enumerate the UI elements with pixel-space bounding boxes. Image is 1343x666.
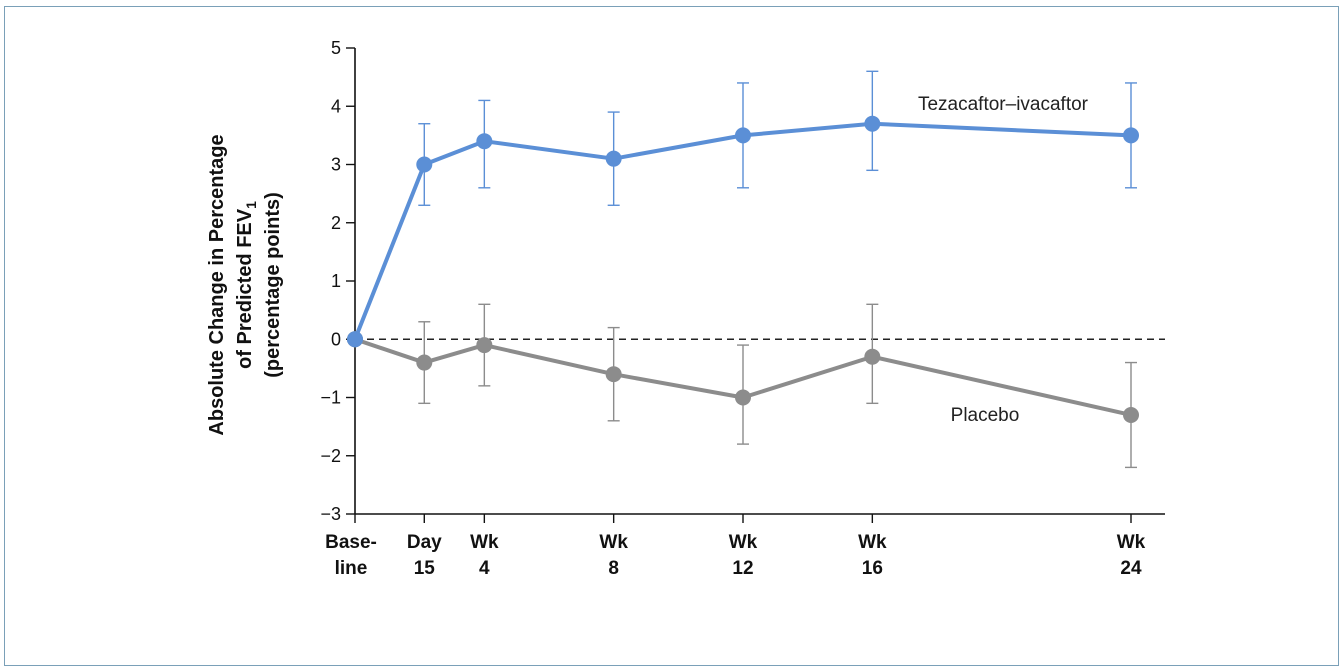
- y-axis-title-line: Absolute Change in Percentage: [206, 134, 228, 435]
- series-label: Placebo: [951, 405, 1020, 426]
- series-group: Tezacaftor–ivacaftor Placebo: [347, 70, 1139, 469]
- data-point: [476, 337, 493, 354]
- x-tick-label: Wk: [858, 532, 887, 553]
- x-tick-label: Wk: [729, 532, 758, 553]
- data-point: [605, 150, 622, 167]
- data-point: [476, 133, 493, 150]
- y-axis-title-line: of Predicted FEV1: [234, 201, 259, 369]
- y-tick-label: 3: [331, 155, 341, 175]
- y-tick-label: 1: [331, 271, 341, 291]
- chart: Absolute Change in Percentage of Predicte…: [206, 38, 1165, 579]
- y-tick-label: −2: [320, 446, 341, 466]
- data-point: [416, 354, 433, 371]
- y-tick-label: 0: [331, 329, 341, 349]
- x-tick-label: Wk: [599, 532, 628, 553]
- x-tick-label: 4: [479, 558, 490, 579]
- x-tick-label: 12: [732, 558, 753, 579]
- x-tick-label: 15: [414, 558, 436, 579]
- x-tick-label: Day: [407, 532, 442, 553]
- x-ticks: Base-line Day 15 Wk 4 Wk 8 Wk 12 Wk 16 Wk 24: [325, 514, 1146, 579]
- x-tick-label: Base-: [325, 532, 377, 553]
- y-axis-title-line: (percentage points): [262, 192, 284, 378]
- data-point: [735, 127, 751, 144]
- y-axis-title: Absolute Change in Percentage of Predicte…: [206, 134, 284, 435]
- baseline-point: [347, 331, 363, 348]
- axes: [354, 48, 1165, 515]
- y-tick-label: −3: [320, 504, 341, 524]
- series-0: Tezacaftor–ivacaftor: [347, 70, 1139, 348]
- data-point: [416, 156, 433, 173]
- x-tick-label: Wk: [470, 532, 499, 553]
- fev-subscript: 1: [243, 201, 259, 209]
- x-tick-label: 8: [608, 558, 619, 579]
- y-tick-label: 2: [331, 213, 341, 233]
- x-tick-label: Wk: [1117, 532, 1146, 553]
- data-point: [735, 389, 751, 406]
- data-point: [864, 348, 881, 365]
- y-tick-label: 4: [331, 96, 341, 116]
- x-tick-label: 24: [1120, 558, 1142, 579]
- y-tick-label: −1: [320, 388, 341, 408]
- x-tick-label: 16: [862, 558, 883, 579]
- series-label: Tezacaftor–ivacaftor: [918, 94, 1089, 115]
- data-point: [1123, 127, 1139, 144]
- x-tick-label: line: [335, 558, 368, 579]
- y-ticks: 5 4 3 2 1 0 −1 −2 −3: [320, 38, 355, 524]
- y-tick-label: 5: [331, 38, 341, 58]
- data-point: [605, 366, 622, 383]
- data-point: [864, 115, 881, 132]
- data-point: [1123, 406, 1139, 423]
- series-1: Placebo: [347, 303, 1139, 469]
